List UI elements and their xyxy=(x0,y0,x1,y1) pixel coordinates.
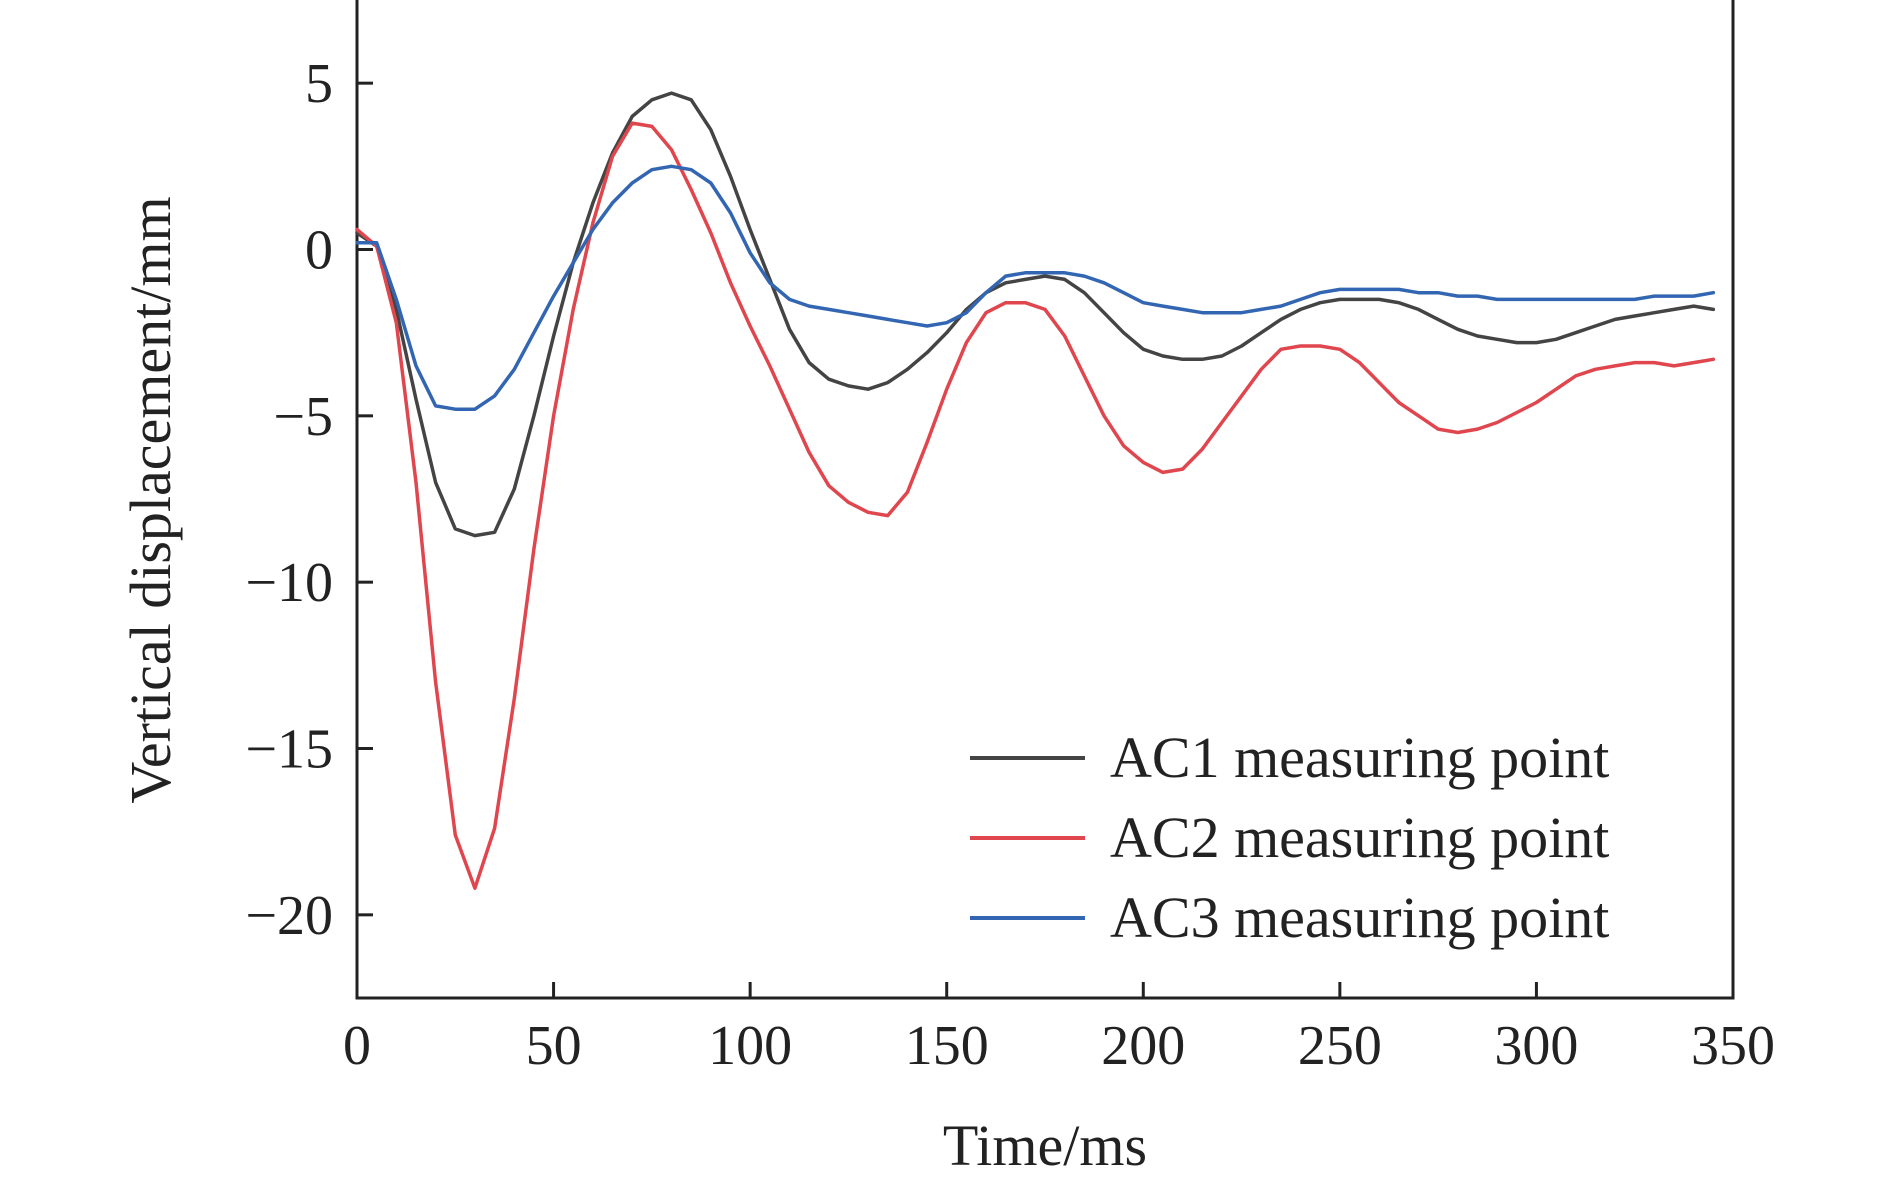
y-tick-label: −10 xyxy=(245,552,333,614)
series-line-3 xyxy=(355,164,1716,411)
x-tick-label: 250 xyxy=(1298,1015,1382,1077)
series-line-1 xyxy=(355,91,1716,538)
legend-label-3: AC3 measuring point xyxy=(1110,885,1609,950)
series-layer xyxy=(355,91,1716,890)
y-tick-label: −15 xyxy=(245,719,333,781)
x-tick-label: 100 xyxy=(708,1015,792,1077)
y-tick-label: 5 xyxy=(305,53,333,115)
x-tick-label: 300 xyxy=(1494,1015,1578,1077)
x-tick-label: 50 xyxy=(526,1015,582,1077)
y-tick-label: −20 xyxy=(245,885,333,947)
x-tick-label: 150 xyxy=(905,1015,989,1077)
series-line-2 xyxy=(355,121,1716,890)
x-axis-title: Time/ms xyxy=(943,1113,1147,1178)
y-axis: 5 0 −5 −10 −15 −20 xyxy=(245,53,373,947)
y-axis-title: Vertical displacement/mm xyxy=(118,196,183,803)
x-tick-label: 200 xyxy=(1101,1015,1185,1077)
legend-label-2: AC2 measuring point xyxy=(1110,805,1609,870)
x-axis: 0 50 100 150 200 250 300 350 xyxy=(343,982,1775,1077)
plot-border xyxy=(355,0,1735,1000)
legend-label-1: AC1 measuring point xyxy=(1110,725,1609,790)
legend: AC1 measuring point AC2 measuring point AC… xyxy=(970,725,1609,950)
x-tick-label: 350 xyxy=(1691,1015,1775,1077)
plot-frame xyxy=(355,0,1735,1000)
x-tick-label: 0 xyxy=(343,1015,371,1077)
y-tick-label: −5 xyxy=(273,386,333,448)
y-tick-label: 0 xyxy=(305,220,333,282)
